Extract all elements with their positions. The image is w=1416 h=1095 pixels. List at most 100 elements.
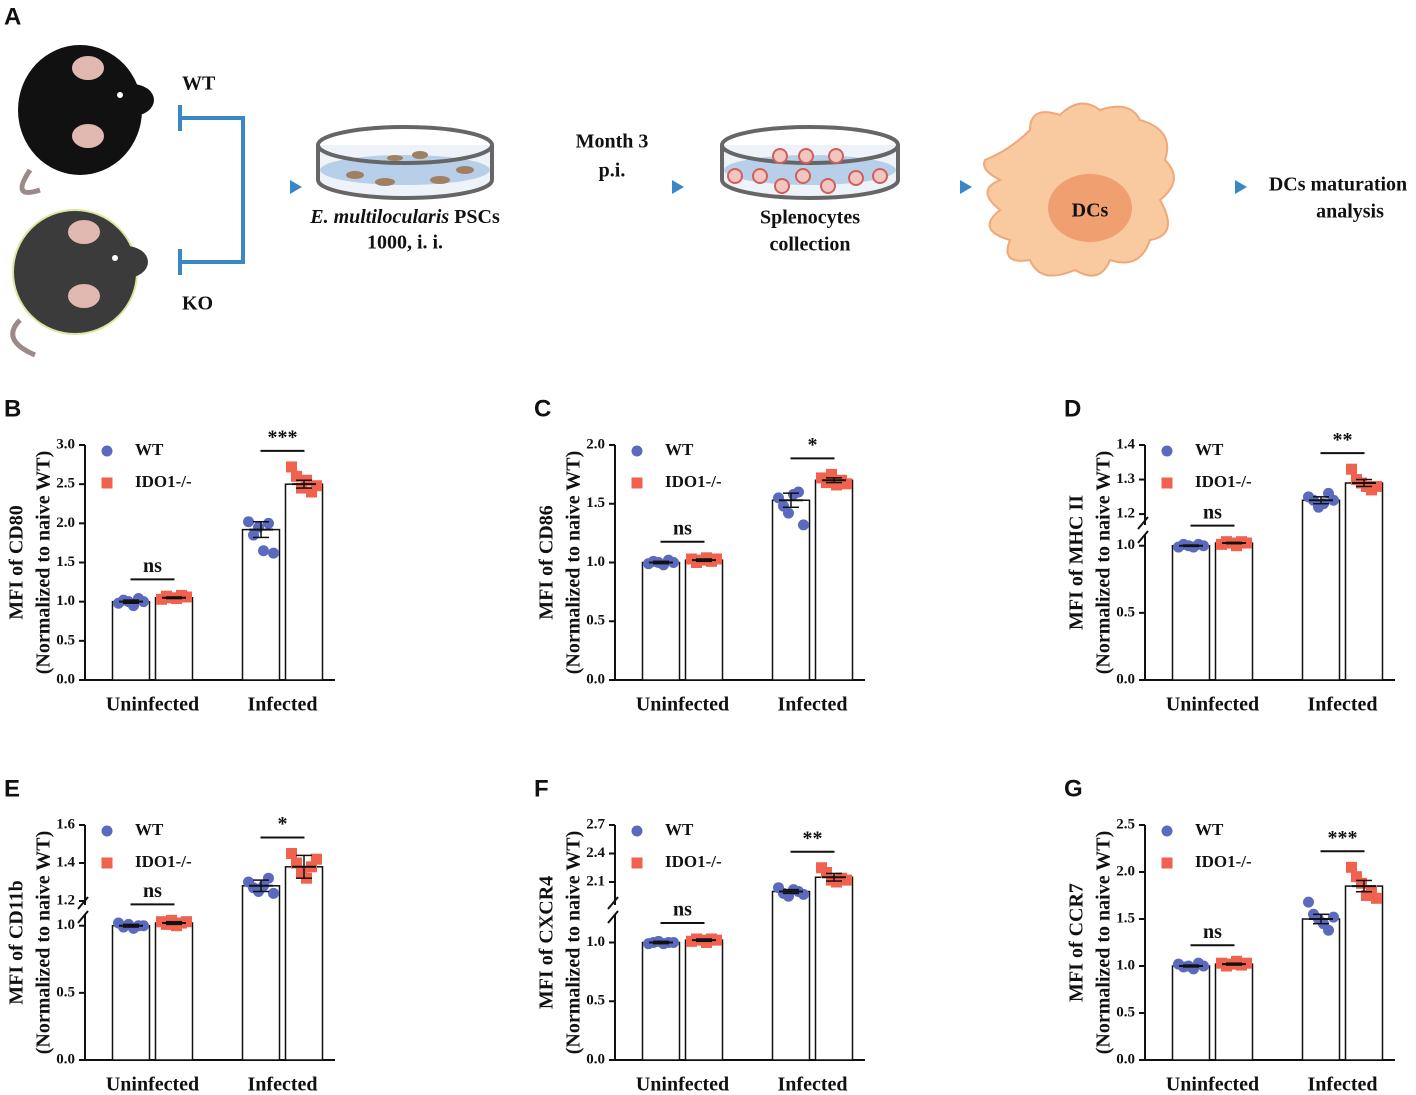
y-axis-label: (Normalized to naive WT) [563,451,585,675]
y-tick-label: 0.0 [56,671,75,687]
data-point [798,519,809,531]
legend-label: IDO1-/- [665,852,722,871]
dose: 1000, i. i. [367,232,443,254]
y-tick-label: 1.2 [1116,506,1135,522]
ko-mouse [10,209,148,358]
data-point [631,445,643,457]
x-tick-label: Uninfected [636,694,729,716]
axis-break [77,910,89,924]
bar [111,924,151,1061]
significance-label: * [808,434,818,456]
data-point [181,591,192,603]
x-tick-label: Uninfected [636,1074,729,1095]
bar [1214,963,1254,1061]
legend-label: IDO1-/- [135,472,192,491]
significance-label: * [278,813,288,835]
data-point [821,867,832,878]
data-point [711,553,722,565]
data-point [668,557,679,568]
bracket [178,105,245,275]
chart-panel: D MFI of MHC II (Normalized to naive WT)0.… [1064,395,1395,716]
legend-label: WT [665,820,694,839]
data-point [1371,892,1382,904]
y-tick-label: 2.0 [56,515,75,531]
bar [814,479,854,681]
data-point [263,517,274,529]
bar [111,600,151,681]
bar [1301,499,1341,681]
legend-label: WT [135,440,164,459]
y-tick-label: 0.0 [1116,671,1135,687]
x-tick-label: Infected [778,1074,848,1095]
data-point [1161,445,1173,457]
data-point [1371,480,1382,492]
data-point [268,887,279,899]
x-tick-label: Infected [248,694,318,716]
data-point [138,920,149,932]
y-tick-label: 1.0 [586,934,605,950]
y-tick-label: 1.0 [1116,957,1135,973]
schematic: A WT KO [4,3,1407,358]
panel-letter: A [4,3,21,30]
y-tick-label: 0.0 [586,1051,605,1067]
bar [684,939,724,1061]
legend-label: WT [1195,820,1224,839]
bar [1171,544,1211,681]
species: E. multilocularis [309,206,449,228]
bar [814,876,854,1061]
data-point [291,470,302,482]
y-tick-label: 1.5 [56,554,75,570]
y-tick-label: 2.4 [586,845,605,861]
data-point [1346,463,1357,475]
significance-label: ns [1203,921,1222,943]
data-point [1161,857,1173,869]
y-tick-label: 1.4 [56,854,75,870]
bar [1344,482,1384,681]
data-point [286,848,297,859]
bar [684,559,724,681]
y-tick-label: 2.0 [586,436,605,452]
bar [241,885,281,1061]
y-tick-label: 2.7 [586,816,605,832]
axis-break [77,896,89,910]
y-tick-label: 1.0 [1116,537,1135,553]
data-point [711,934,722,946]
dc-cell [983,102,1175,277]
legend-label: IDO1-/- [665,472,722,491]
data-point [268,547,279,559]
panel-letter: E [4,775,20,802]
y-tick-label: 2.5 [56,476,75,492]
bar [1344,885,1384,1061]
y-tick-label: 2.0 [1116,863,1135,879]
data-point [631,825,643,837]
significance-label: ns [143,555,162,577]
x-tick-label: Uninfected [1166,1074,1259,1095]
y-tick-label: 1.0 [586,554,605,570]
legend-label: WT [665,440,694,459]
data-point [668,937,679,948]
y-tick-label: 1.4 [1116,436,1135,452]
dish-splenocytes [720,125,900,200]
data-point [138,596,149,608]
data-point [1241,537,1252,549]
dish-pscs [316,125,494,200]
data-point [258,545,269,557]
data-point [1366,885,1377,897]
data-point [841,478,852,490]
y-tick-label: 0.5 [586,613,605,629]
y-tick-label: 0.5 [586,993,605,1009]
significance-label: *** [1328,827,1358,849]
x-tick-label: Uninfected [1166,694,1259,716]
wt-label: WT [182,73,216,95]
ko-label: KO [182,293,213,315]
significance-label: ns [673,517,692,539]
bar [1301,918,1341,1061]
legend-label: WT [1195,440,1224,459]
data-point [311,853,322,865]
data-point [1161,825,1173,837]
data-point [1351,871,1362,883]
data-point [243,516,254,528]
significance-label: ns [673,899,692,921]
data-point [101,857,113,869]
